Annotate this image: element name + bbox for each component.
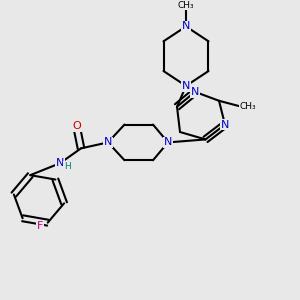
Text: CH₃: CH₃ bbox=[178, 1, 194, 10]
Text: CH₃: CH₃ bbox=[239, 102, 256, 111]
Text: N: N bbox=[56, 158, 64, 168]
Text: O: O bbox=[72, 121, 81, 131]
Text: H: H bbox=[64, 162, 71, 171]
Text: N: N bbox=[191, 87, 199, 97]
Text: F: F bbox=[37, 220, 44, 231]
Text: N: N bbox=[221, 120, 229, 130]
Text: N: N bbox=[104, 137, 112, 147]
Text: N: N bbox=[182, 21, 190, 32]
Text: N: N bbox=[164, 137, 172, 147]
Text: N: N bbox=[182, 81, 190, 91]
